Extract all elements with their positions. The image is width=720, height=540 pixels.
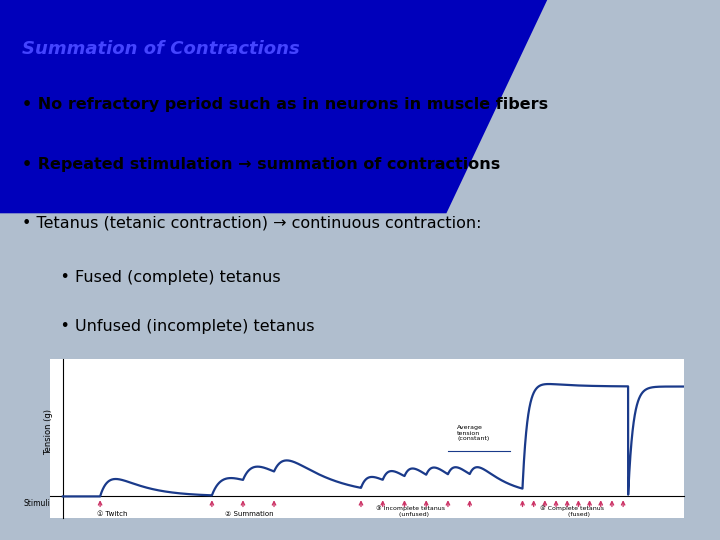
Text: Summation of Contractions: Summation of Contractions [22, 40, 300, 58]
Text: ① Twitch: ① Twitch [97, 511, 127, 517]
Text: Tension (g): Tension (g) [45, 409, 53, 455]
Text: • Tetanus (tetanic contraction) → continuous contraction:: • Tetanus (tetanic contraction) → contin… [22, 216, 481, 231]
Text: • Unfused (incomplete) tetanus: • Unfused (incomplete) tetanus [40, 319, 314, 334]
Text: ④ Complete tetanus
       (fused): ④ Complete tetanus (fused) [540, 505, 604, 517]
Text: Average
tension
(constant): Average tension (constant) [457, 425, 490, 442]
Polygon shape [0, 0, 547, 213]
Text: ② Summation: ② Summation [225, 511, 274, 517]
Text: ③ Incomplete tetanus
   (unfused): ③ Incomplete tetanus (unfused) [376, 505, 445, 517]
Text: • Fused (complete) tetanus: • Fused (complete) tetanus [40, 270, 280, 285]
Text: • No refractory period such as in neurons in muscle fibers: • No refractory period such as in neuron… [22, 97, 548, 112]
Text: Stimuli: Stimuli [24, 499, 50, 508]
Text: • Repeated stimulation → summation of contractions: • Repeated stimulation → summation of co… [22, 157, 500, 172]
